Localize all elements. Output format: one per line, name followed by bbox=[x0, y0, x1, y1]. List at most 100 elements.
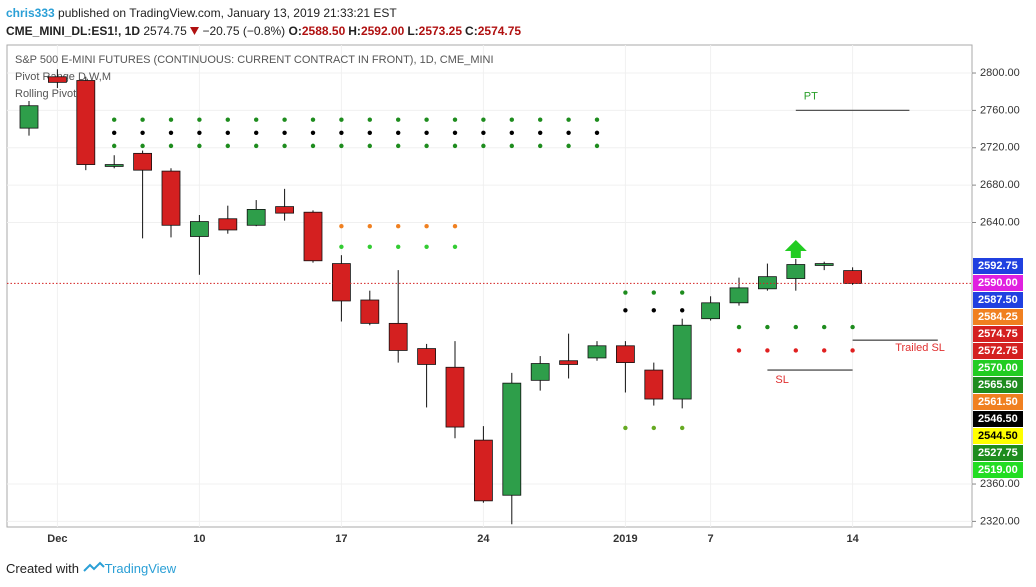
pivot-dot bbox=[651, 308, 656, 313]
candle-body bbox=[502, 382, 522, 496]
change: −20.75 (−0.8%) bbox=[202, 24, 286, 38]
brand[interactable]: TradingView bbox=[104, 561, 177, 576]
pivot-dot bbox=[452, 117, 458, 122]
candle-body bbox=[814, 263, 834, 266]
price-label-box bbox=[973, 411, 1023, 427]
pivot-dot bbox=[736, 324, 742, 330]
y-tick-label: 2640.00 bbox=[980, 216, 1020, 228]
pivot-dot bbox=[310, 130, 316, 136]
signal-arrow bbox=[784, 240, 807, 258]
pivot-dot bbox=[310, 117, 316, 122]
pivot-dot bbox=[538, 143, 543, 149]
pivot-dot bbox=[396, 224, 401, 229]
candle-body bbox=[445, 366, 465, 428]
candle-body bbox=[473, 439, 493, 502]
ohlc-val: 2574.75 bbox=[477, 24, 522, 38]
pivot-dot bbox=[168, 143, 174, 149]
pivot-dot bbox=[424, 117, 429, 122]
price-label: 2584.25 bbox=[978, 311, 1018, 323]
price-label: 2592.75 bbox=[978, 260, 1018, 272]
pivot-dot bbox=[793, 324, 798, 330]
pivot-dot bbox=[367, 244, 372, 249]
pivot-dot bbox=[566, 130, 571, 136]
pivot-dot bbox=[225, 117, 230, 122]
candle-body bbox=[218, 218, 238, 231]
y-tick-label: 2680.00 bbox=[980, 179, 1020, 191]
price-label-box bbox=[973, 360, 1023, 376]
pivot-dot bbox=[452, 143, 458, 149]
pivot-dot bbox=[850, 324, 855, 330]
pivot-dot bbox=[765, 324, 770, 330]
pivot-dot bbox=[396, 130, 401, 136]
pivot-dot bbox=[339, 117, 344, 122]
pivot-dot bbox=[310, 143, 316, 149]
pivot-dot bbox=[396, 244, 401, 249]
author[interactable]: chris333 bbox=[6, 6, 55, 20]
x-tick-label: 10 bbox=[193, 533, 205, 545]
candle-body bbox=[189, 221, 209, 237]
candle-body bbox=[104, 164, 124, 167]
pivot-dot bbox=[168, 130, 174, 136]
pivot-dot bbox=[680, 290, 685, 295]
price-label-box bbox=[973, 258, 1023, 274]
pivot-dot bbox=[623, 425, 628, 431]
price-label: 2544.50 bbox=[978, 430, 1018, 442]
price-label-box bbox=[973, 275, 1023, 291]
pivot-dot bbox=[339, 244, 344, 249]
pivot-dot bbox=[367, 117, 372, 122]
price-label-box bbox=[973, 292, 1023, 308]
x-tick-label: 24 bbox=[477, 533, 490, 545]
candle-body bbox=[331, 263, 351, 302]
pivot-dot bbox=[140, 130, 145, 136]
pivot-dot bbox=[225, 143, 230, 149]
ohlc-key: O: bbox=[288, 24, 302, 38]
price-label-box bbox=[973, 343, 1023, 359]
candle-body bbox=[559, 360, 578, 365]
pivot-dot bbox=[594, 117, 600, 122]
pivot-dot bbox=[509, 117, 514, 122]
y-tick-label: 2720.00 bbox=[980, 142, 1020, 154]
pivot-dot bbox=[566, 117, 571, 122]
price-label: 2546.50 bbox=[978, 413, 1018, 425]
pivot-dot bbox=[765, 348, 770, 353]
pivot-dot bbox=[509, 130, 514, 136]
y-tick-label: 2760.00 bbox=[980, 104, 1020, 116]
pivot-dot bbox=[424, 130, 429, 136]
pivot-dot bbox=[254, 117, 259, 122]
pivot-dot bbox=[367, 143, 372, 149]
candle-body bbox=[786, 264, 806, 279]
footer: Created with TradingView bbox=[6, 561, 176, 576]
pivot-dot bbox=[680, 425, 685, 431]
pivot-dot bbox=[282, 130, 287, 136]
header: chris333 published on TradingView.com, J… bbox=[6, 4, 524, 40]
pivot-dot bbox=[481, 143, 486, 149]
candle-body bbox=[161, 170, 181, 226]
price-label: 2587.50 bbox=[978, 294, 1018, 306]
candle-body bbox=[303, 211, 323, 262]
pivot-dot bbox=[140, 143, 145, 149]
price-label: 2570.00 bbox=[978, 362, 1018, 374]
ohlc-key: L: bbox=[407, 24, 419, 38]
publish-line: chris333 published on TradingView.com, J… bbox=[6, 4, 524, 22]
pivot-dot bbox=[481, 130, 486, 136]
pivot-dot bbox=[680, 308, 685, 313]
price-label: 2574.75 bbox=[978, 328, 1018, 340]
pivot-dot bbox=[822, 348, 827, 353]
price-label-box bbox=[973, 445, 1023, 461]
pivot-dot bbox=[282, 143, 287, 149]
price-label-box bbox=[973, 394, 1023, 410]
pivot-dot bbox=[793, 348, 798, 353]
pivot-dot bbox=[623, 308, 628, 313]
y-tick-label: 2360.00 bbox=[980, 478, 1020, 490]
pivot-dot bbox=[452, 244, 458, 249]
pivot-dot bbox=[850, 348, 855, 353]
pivot-dot bbox=[538, 117, 543, 122]
pivot-dot bbox=[623, 290, 628, 295]
candle-body bbox=[672, 324, 692, 400]
price-label: 2572.75 bbox=[978, 345, 1018, 357]
pivot-dot bbox=[254, 143, 259, 149]
candle-body bbox=[275, 206, 295, 214]
annotation-label: PT bbox=[804, 90, 818, 102]
pivot-dot bbox=[424, 244, 429, 249]
